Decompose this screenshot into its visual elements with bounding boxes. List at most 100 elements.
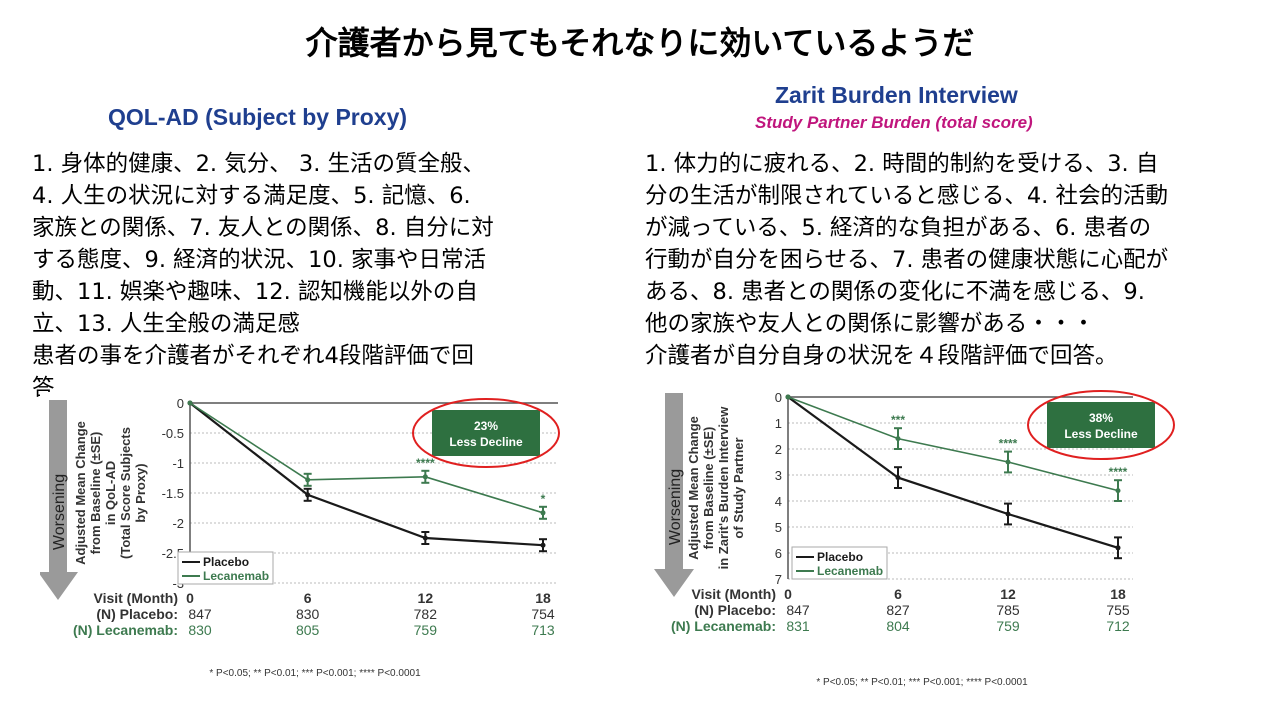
- y-axis-label: Adjusted Mean Change: [73, 421, 88, 565]
- significance-marker: ***: [891, 413, 905, 427]
- data-point: [895, 475, 901, 481]
- text-line: 家族との関係、7. 友人との関係、8. 自分に対: [32, 215, 494, 241]
- series-line-lecanemab: [189, 402, 544, 514]
- n-value: 805: [296, 622, 320, 638]
- legend-label: Lecanemab: [203, 569, 269, 583]
- zarit-heading: Zarit Burden Interview: [775, 82, 1018, 108]
- x-tick-label: 18: [1110, 586, 1126, 602]
- n-value: 830: [188, 622, 212, 638]
- significance-marker: *: [541, 492, 546, 506]
- n-value: 827: [886, 602, 910, 618]
- n-value: 804: [886, 618, 910, 634]
- arrow-label: Worsening: [51, 474, 68, 550]
- series-line-lecanemab: [787, 396, 1119, 492]
- n-value: 830: [296, 606, 320, 622]
- data-point: [895, 436, 901, 442]
- text-line: 立、13. 人生全般の満足感: [32, 311, 300, 337]
- x-axis-label: Visit (Month): [93, 590, 178, 606]
- series-line-placebo: [189, 402, 544, 547]
- y-axis-label: in QoL-AD: [103, 461, 118, 525]
- slide-title: 介護者から見てもそれなりに効いているようだ: [305, 24, 975, 62]
- text-line: 4. 人生の状況に対する満足度、5. 記憶、6.: [32, 183, 471, 209]
- qol-ad-description: 1. 身体的健康、2. 気分、 3. 生活の質全般、 4. 人生の状況に対する満…: [32, 148, 494, 404]
- legend-box: [177, 551, 274, 585]
- data-point: [305, 477, 311, 483]
- x-tick-label: 18: [535, 590, 551, 606]
- text-line: が減っている、5. 経済的な負担がある、6. 患者の: [645, 215, 1152, 241]
- highlight-circle: [412, 398, 560, 468]
- y-tick-label: -2: [172, 516, 184, 531]
- callout-box: [1047, 402, 1155, 448]
- n-value: 785: [996, 602, 1020, 618]
- n-value: 755: [1106, 602, 1130, 618]
- n-row-label: (N) Lecanemab:: [671, 618, 776, 634]
- n-value: 759: [996, 618, 1020, 634]
- x-tick-label: 0: [186, 590, 194, 606]
- significance-marker: ****: [416, 456, 435, 470]
- zarit-chart: Worsening Adjusted Mean Change from Baseli…: [640, 385, 1240, 690]
- data-point: [1115, 545, 1121, 551]
- data-point: [785, 394, 791, 400]
- legend-label: Placebo: [817, 550, 863, 564]
- n-value: 759: [414, 622, 438, 638]
- significance-marker: ****: [1109, 465, 1128, 479]
- callout-label: Less Decline: [449, 435, 523, 449]
- callout-percent: 23%: [474, 419, 498, 433]
- text-line: 他の家族や友人との関係に影響がある・・・: [645, 311, 1095, 337]
- x-tick-label: 12: [418, 590, 434, 606]
- y-tick-label: 1: [775, 416, 782, 431]
- qol-ad-heading: QOL-AD (Subject by Proxy): [108, 104, 408, 130]
- text-line: 1. 身体的健康、2. 気分、 3. 生活の質全般、: [32, 151, 486, 177]
- footnote: * P<0.05; ** P<0.01; *** P<0.001; **** P…: [209, 668, 421, 679]
- footnote: * P<0.05; ** P<0.01; *** P<0.001; **** P…: [816, 677, 1028, 688]
- y-tick-label: 6: [775, 546, 782, 561]
- text-line: 動、11. 娯楽や趣味、12. 認知機能以外の自: [32, 279, 478, 305]
- x-tick-label: 0: [784, 586, 792, 602]
- n-value: 782: [414, 606, 438, 622]
- worsening-arrow-icon: [654, 393, 694, 597]
- y-tick-label: 2: [775, 442, 782, 457]
- n-row-label: (N) Placebo:: [694, 602, 776, 618]
- text-line: 介護者が自分自身の状況を４段階評価で回答。: [645, 343, 1118, 369]
- n-value: 831: [786, 618, 810, 634]
- data-point: [187, 400, 193, 406]
- n-row-label: (N) Lecanemab:: [73, 622, 178, 638]
- text-line: する態度、9. 経済的状況、10. 家事や日常活: [32, 247, 487, 273]
- y-tick-label: 5: [775, 520, 782, 535]
- n-value: 847: [188, 606, 212, 622]
- x-tick-label: 12: [1000, 586, 1016, 602]
- y-axis-label: Adjusted Mean Change: [686, 416, 701, 560]
- zarit-subheading: Study Partner Burden (total score): [755, 113, 1033, 132]
- x-tick-label: 6: [894, 586, 902, 602]
- text-line: ある、8. 患者との関係の変化に不満を感じる、9.: [645, 279, 1145, 305]
- y-axis-label: in Zarit's Burden Interview: [716, 406, 731, 570]
- y-axis-label: of Study Partner: [731, 437, 746, 538]
- n-value: 712: [1106, 618, 1130, 634]
- data-point: [422, 535, 428, 541]
- data-point: [1005, 459, 1011, 465]
- y-tick-label: -1.5: [162, 486, 184, 501]
- y-tick-label: 3: [775, 468, 782, 483]
- legend-label: Placebo: [203, 555, 249, 569]
- data-point: [540, 510, 546, 516]
- callout-label: Less Decline: [1064, 427, 1138, 441]
- data-point: [305, 492, 311, 498]
- worsening-arrow-icon: [38, 400, 78, 600]
- data-point: [540, 542, 546, 548]
- qol-ad-chart-svg: Worsening Adjusted Mean Change from Baseli…: [38, 396, 560, 679]
- data-point: [1115, 488, 1121, 494]
- text-line: 1. 体力的に疲れる、2. 時間的制約を受ける、3. 自: [645, 151, 1159, 177]
- significance-marker: ****: [999, 437, 1018, 451]
- x-axis-label: Visit (Month): [691, 586, 776, 602]
- y-tick-label: 4: [775, 494, 782, 509]
- y-tick-label: -1: [172, 456, 184, 471]
- y-axis-label: (Total Score Subjects: [118, 427, 133, 559]
- x-tick-label: 6: [304, 590, 312, 606]
- legend-box: [791, 546, 888, 580]
- y-tick-label: 0: [177, 396, 184, 411]
- text-line: 患者の事を介護者がそれぞれ4段階評価で回: [32, 343, 474, 369]
- callout-percent: 38%: [1089, 411, 1113, 425]
- y-axis-label: by Proxy): [133, 463, 148, 522]
- series-line-placebo: [787, 396, 1119, 549]
- n-row-label: (N) Placebo:: [96, 606, 178, 622]
